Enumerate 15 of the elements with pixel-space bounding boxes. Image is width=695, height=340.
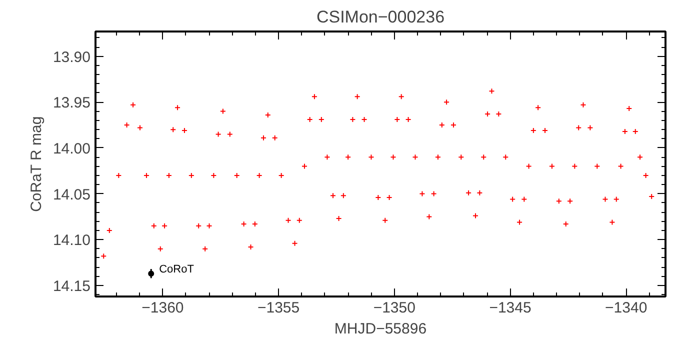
x-tick-label: −1360 — [142, 300, 184, 316]
x-tick-label: −1350 — [373, 300, 416, 316]
y-tick-label: 13.95 — [52, 94, 91, 112]
x-tick-label: −1340 — [605, 300, 648, 316]
y-tick-label: 14.10 — [52, 232, 91, 250]
x-axis-title: MHJD−55896 — [334, 320, 427, 338]
y-tick-label: 14.05 — [52, 186, 91, 204]
chart-title: CSIMon−000236 — [316, 8, 445, 26]
x-tick-label: −1355 — [257, 300, 300, 316]
y-tick-label: 14.15 — [52, 278, 91, 295]
x-tick-label: −1345 — [489, 300, 532, 316]
y-axis-title: CoRaT R mag — [28, 116, 45, 212]
series-label: CoRoT — [159, 264, 194, 276]
y-tick-label: 14.00 — [52, 140, 91, 158]
y-tick-label: 13.90 — [52, 48, 91, 66]
